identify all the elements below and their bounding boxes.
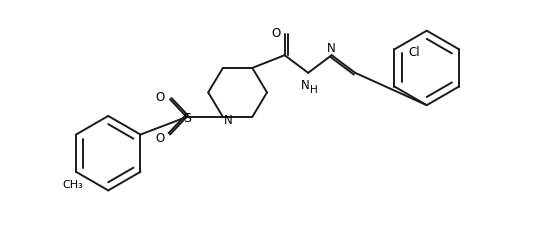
Text: N: N [327,42,336,55]
Text: O: O [155,90,165,103]
Text: N: N [223,114,232,127]
Text: O: O [155,131,165,144]
Text: S: S [183,112,191,125]
Text: N: N [301,79,310,92]
Text: O: O [271,27,280,40]
Text: CH₃: CH₃ [62,179,83,189]
Text: H: H [310,85,318,95]
Text: Cl: Cl [408,46,420,59]
